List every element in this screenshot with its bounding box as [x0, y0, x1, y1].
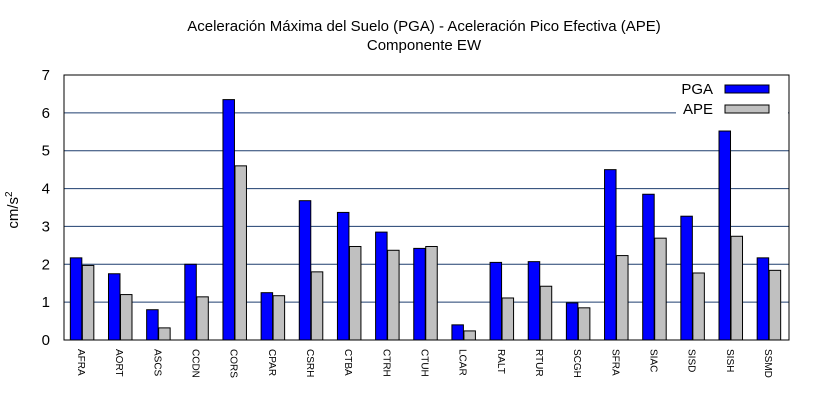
bars — [69, 99, 782, 341]
x-ticks: AFRA AORT ASCS CCDN CORS CPAR CSRH CTBA CTRH CTUH… — [75, 335, 773, 378]
bar-pga-rtur — [527, 261, 541, 341]
x-tick-label: SSMD — [762, 349, 773, 378]
x-tick-label: SFRA — [609, 349, 620, 376]
legend-swatch-pga — [724, 84, 770, 94]
x-tick-label: ASCS — [151, 349, 162, 377]
bar-pga-ralt — [489, 261, 503, 341]
bar-ape-aort — [119, 294, 133, 341]
legend-label-ape: APE — [683, 101, 713, 118]
x-tick-label: SIAC — [647, 349, 658, 372]
y-ticks: 0 1 2 3 4 5 6 7 — [42, 67, 50, 349]
y-tick-label: 5 — [42, 143, 50, 160]
x-tick-label: CORS — [228, 349, 239, 378]
y-tick-label: 4 — [42, 181, 50, 198]
bar-pga-sisd — [680, 215, 693, 341]
bar-pga-sish — [718, 130, 732, 341]
bar-pga-lcar — [451, 324, 464, 341]
bar-ape-ctuh — [425, 245, 438, 341]
bar-ape-afra — [81, 264, 95, 341]
x-tick-label: CTRH — [380, 349, 391, 377]
bar-pga-siac — [642, 193, 655, 341]
x-tick-label: RALT — [495, 349, 506, 374]
bar-ape-siac — [654, 237, 667, 341]
y-tick-label: 0 — [42, 332, 50, 349]
x-tick-label: SISH — [724, 349, 735, 372]
x-tick-label: AORT — [113, 349, 124, 377]
bar-pga-ssmd — [756, 257, 770, 341]
chart-subtitle: Componente EW — [367, 37, 482, 54]
x-tick-label: CSRH — [304, 349, 315, 377]
bar-ape-cors — [234, 165, 247, 341]
svg-text:cm/s2: cm/s2 — [4, 191, 22, 229]
bar-ape-csrh — [310, 271, 324, 341]
y-tick-label: 2 — [42, 256, 50, 273]
bar-ape-ccdn — [196, 296, 209, 341]
x-tick-label: LCAR — [457, 349, 468, 376]
bar-ape-ralt — [501, 297, 515, 341]
bar-ape-ctba — [348, 245, 362, 341]
bar-ape-ascs — [158, 327, 171, 341]
bar-pga-cpar — [260, 292, 274, 341]
bar-pga-scgh — [565, 302, 579, 341]
x-tick-label: CCDN — [190, 349, 201, 378]
bar-pga-afra — [69, 257, 83, 341]
legend-swatch-ape — [724, 104, 770, 114]
bar-pga-sfra — [604, 169, 617, 341]
x-tick-label: SCGH — [571, 349, 582, 378]
bar-ape-scgh — [577, 307, 591, 341]
bar-pga-ccdn — [184, 263, 197, 341]
y-axis-label: cm/s2 — [4, 191, 22, 229]
bar-ape-sisd — [692, 272, 705, 341]
bar-pga-ctuh — [413, 247, 426, 341]
y-tick-label: 6 — [42, 105, 50, 122]
bar-ape-rtur — [539, 285, 553, 341]
legend-label-pga: PGA — [681, 81, 713, 98]
legend: PGA APE — [676, 76, 788, 118]
x-tick-label: CPAR — [266, 349, 277, 376]
x-tick-label: AFRA — [75, 349, 86, 376]
x-tick-label: RTUR — [533, 349, 544, 377]
bar-pga-csrh — [298, 200, 312, 341]
x-tick-label: CTUH — [419, 349, 430, 377]
y-tick-label: 3 — [42, 218, 50, 235]
bar-ape-lcar — [463, 330, 476, 341]
x-tick-label: SISD — [686, 349, 697, 372]
chart-title: Aceleración Máxima del Suelo (PGA) - Ace… — [187, 18, 661, 35]
x-tick-label: CTBA — [342, 349, 353, 376]
y-tick-label: 7 — [42, 67, 50, 84]
plot-frame — [63, 74, 790, 341]
bar-pga-ctba — [336, 211, 350, 341]
bar-pga-aort — [107, 273, 121, 341]
bar-ape-ctrh — [387, 249, 400, 341]
bar-pga-ctrh — [375, 231, 388, 341]
bar-ape-sfra — [616, 255, 629, 341]
y-tick-label: 1 — [42, 294, 50, 311]
y-axis-label-exponent: 2 — [4, 191, 15, 197]
bar-ape-cpar — [272, 295, 286, 341]
bar-ape-sish — [730, 235, 744, 341]
y-axis-label-unit: cm/s — [5, 197, 22, 229]
bar-ape-ssmd — [768, 269, 782, 341]
bar-pga-ascs — [146, 309, 159, 341]
bar-pga-cors — [222, 99, 235, 341]
